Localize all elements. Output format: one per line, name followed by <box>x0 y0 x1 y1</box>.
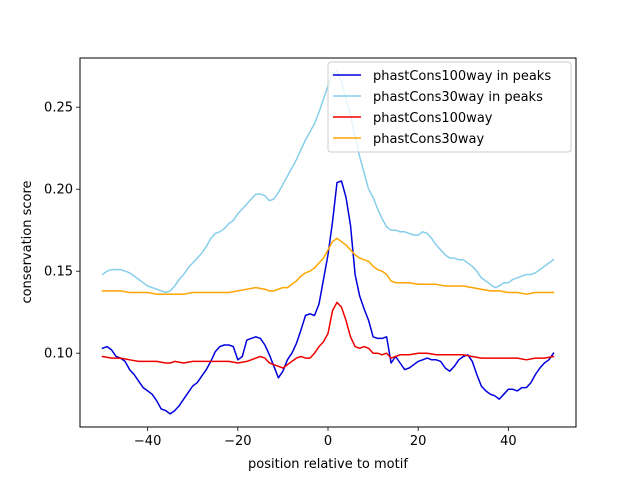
series-line-0 <box>101 180 555 415</box>
y-tick-label: 0.20 <box>44 183 73 198</box>
series-layer <box>101 70 555 415</box>
legend-label-3: phastCons30way <box>373 132 485 147</box>
y-axis-label: conservation score <box>20 180 35 303</box>
y-tick-label: 0.10 <box>44 347 73 362</box>
x-axis: −40 −20 0 20 40 <box>134 427 517 449</box>
series-line-2 <box>101 301 555 369</box>
x-axis-label: position relative to motif <box>248 457 408 472</box>
x-tick-label: 40 <box>500 434 517 449</box>
x-tick-label: −20 <box>224 434 251 449</box>
legend-label-0: phastCons100way in peaks <box>373 69 551 84</box>
series-line-3 <box>101 237 555 295</box>
y-tick-label: 0.25 <box>44 101 73 116</box>
x-tick-label: 0 <box>324 434 332 449</box>
legend-label-2: phastCons100way <box>373 111 493 126</box>
legend-entries: phastCons100way in peaks phastCons30way i… <box>333 69 551 147</box>
x-tick-label: 20 <box>410 434 427 449</box>
legend-frame <box>327 61 572 153</box>
y-tick-label: 0.15 <box>44 265 73 280</box>
legend-label-1: phastCons30way in peaks <box>373 90 543 105</box>
legend: phastCons100way in peaks phastCons30way i… <box>327 61 572 153</box>
x-tick-label: −40 <box>134 434 161 449</box>
y-axis: 0.10 0.15 0.20 0.25 <box>44 101 80 362</box>
